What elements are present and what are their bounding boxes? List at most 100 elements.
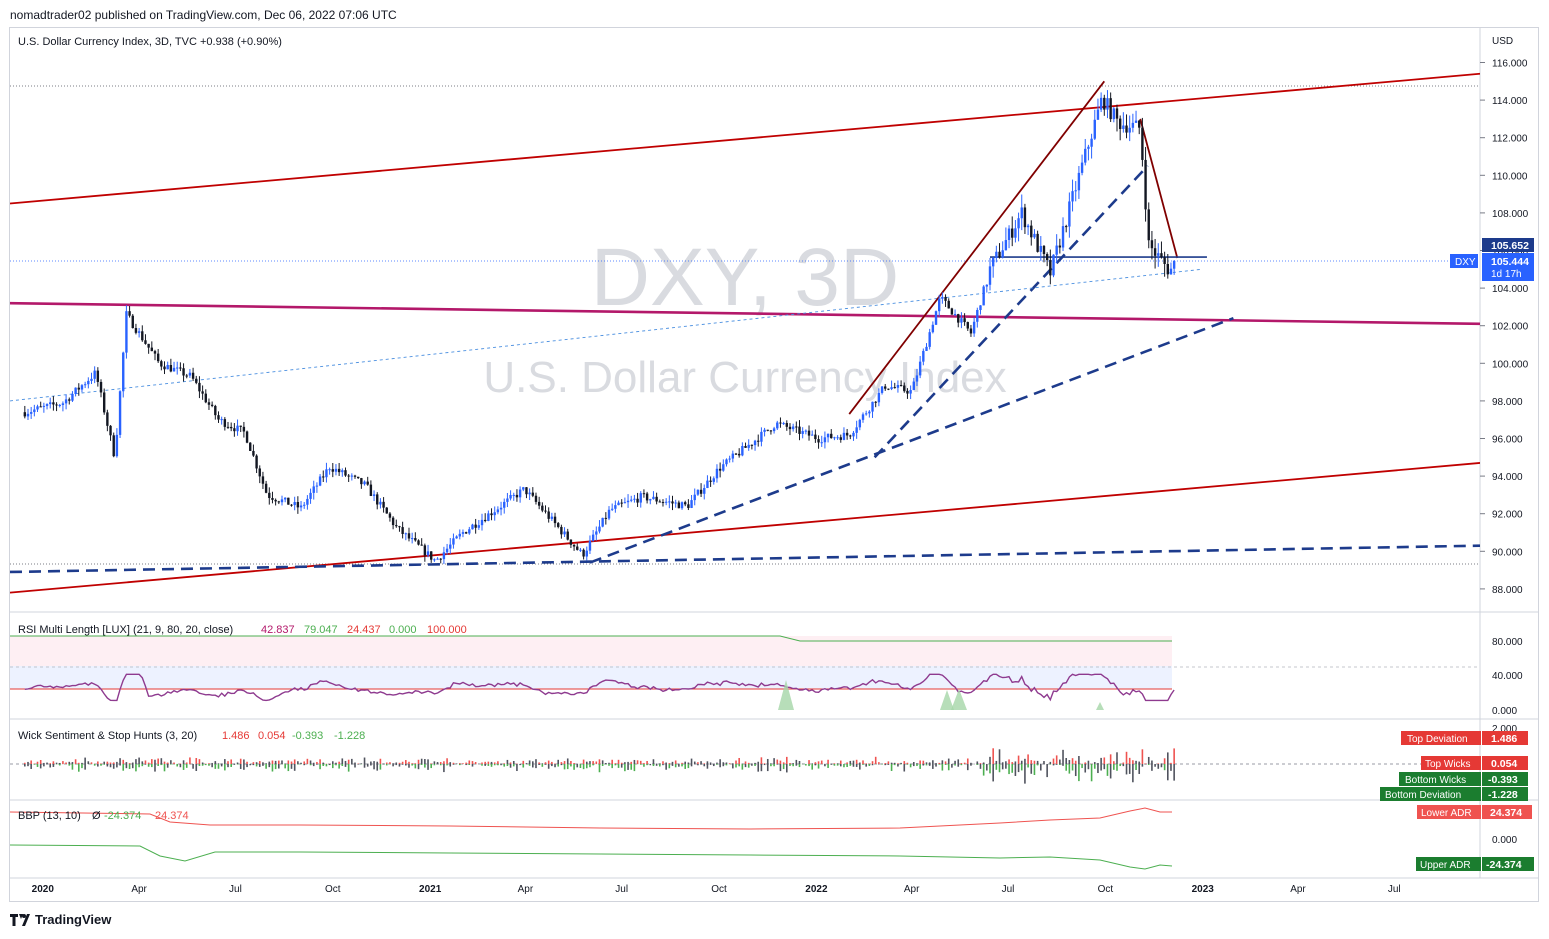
rsi-legend-title[interactable]: RSI Multi Length [LUX] (21, 9, 80, 20, c… [18, 624, 233, 636]
time-tick-label: 2022 [805, 884, 828, 895]
candle-down [830, 433, 833, 439]
wick-pane[interactable]: Wick Sentiment & Stop Hunts (3, 20) 1.48… [10, 724, 1528, 801]
rsi-spike-1 [778, 680, 794, 710]
candle-down [1153, 248, 1157, 256]
candle-up [680, 502, 684, 509]
candle-up [137, 331, 141, 333]
candle-up [363, 481, 366, 485]
candle-down [163, 366, 166, 370]
candle-up [166, 364, 169, 370]
candle-down [217, 415, 220, 420]
price-tick-label: 98.000 [1492, 397, 1523, 408]
candle-down [817, 439, 820, 443]
candle-down [290, 504, 293, 506]
top-deviation-badge [1401, 731, 1481, 745]
candle-down [1160, 253, 1163, 258]
candle-down [950, 308, 954, 315]
candle-up [652, 496, 655, 500]
trend-drawings[interactable] [10, 72, 1480, 594]
candle-up [811, 434, 814, 436]
bottom-deviation-badge [1380, 787, 1481, 801]
candle-up [890, 387, 893, 390]
candle-up [496, 509, 500, 513]
rsi-pane[interactable]: RSI Multi Length [LUX] (21, 9, 80, 20, c… [10, 624, 1523, 717]
candle-up [188, 372, 192, 376]
candle-down [268, 492, 271, 499]
candle-down [417, 540, 420, 545]
candle-up [1077, 172, 1081, 191]
candle-up [595, 531, 598, 535]
rsi-tick-80: 80.000 [1492, 637, 1523, 648]
candle-up [823, 437, 827, 443]
candle-down [474, 524, 477, 528]
candle-up [426, 551, 430, 556]
candle-up [471, 524, 474, 530]
candles-series[interactable] [23, 90, 1176, 565]
currency-label: USD [1492, 36, 1513, 47]
candle-down [655, 496, 658, 502]
candle-down [779, 422, 782, 424]
candle-up [49, 402, 52, 405]
candle-down [483, 519, 487, 521]
rsi-spike-4 [1096, 702, 1104, 710]
candle-up [664, 501, 668, 503]
candle-up [601, 517, 604, 527]
time-tick-label: Oct [1098, 884, 1114, 895]
candle-down [557, 523, 560, 527]
candle-up [747, 444, 750, 448]
candle-down [677, 502, 681, 509]
top-wicks-value: 0.054 [1491, 758, 1517, 770]
candle-up [763, 429, 766, 432]
price-axis[interactable]: 116.000114.000112.000110.000108.000106.0… [1480, 59, 1529, 596]
candle-down [261, 476, 265, 484]
candle-up [610, 508, 614, 510]
candle-down [1036, 233, 1039, 252]
candle-up [1014, 228, 1017, 238]
candle-up [93, 370, 96, 379]
candle-up [725, 459, 728, 465]
candle-down [430, 551, 433, 560]
bbp-pane[interactable]: BBP (13, 10) Ø -24.374 24.374 0.000 Lowe… [9, 805, 1534, 871]
bbp-legend-title[interactable]: BBP (13, 10) [18, 810, 81, 822]
wick-legend-title[interactable]: Wick Sentiment & Stop Hunts (3, 20) [18, 730, 197, 742]
candle-down [356, 476, 360, 479]
time-tick-label: Jul [229, 884, 242, 895]
candle-down [845, 432, 849, 436]
candle-down [887, 388, 890, 390]
candle-down [1058, 245, 1062, 248]
chart-svg[interactable]: DXY, 3D U.S. Dollar Currency Index U.S. … [0, 0, 1549, 905]
time-tick-label: Jul [615, 884, 628, 895]
candle-down [1109, 98, 1112, 120]
candle-up [455, 536, 458, 539]
price-tick-label: 110.000 [1492, 171, 1528, 182]
bottom-wicks-label: Bottom Wicks [1405, 775, 1466, 786]
candle-up [912, 381, 916, 391]
red-lower-channel [10, 462, 1480, 594]
rsi-line [24, 673, 1175, 702]
candle-down [661, 502, 665, 504]
top-wicks-label: Top Wicks [1425, 759, 1471, 770]
time-tick-label: Jul [1002, 884, 1015, 895]
candle-up [334, 468, 338, 472]
footer-brand[interactable]: TradingView [10, 912, 111, 927]
candle-up [1004, 240, 1008, 251]
candle-up [953, 314, 957, 316]
upper-adr-label: Upper ADR [1420, 860, 1471, 871]
candle-up [283, 497, 287, 500]
candle-down [798, 426, 801, 434]
candle-down [671, 501, 674, 504]
time-axis[interactable]: 2020 Apr Jul Oct 2021 Apr Jul Oct 2022 Apr Jul Oct 2… [32, 884, 1401, 895]
watermark-symbol: DXY, 3D [591, 232, 899, 323]
main-legend[interactable]: U.S. Dollar Currency Index, 3D, TVC +0.9… [18, 36, 282, 48]
candle-down [785, 423, 789, 427]
time-tick-label: Oct [711, 884, 727, 895]
time-tick-label: Oct [325, 884, 341, 895]
red-upper-channel [10, 72, 1480, 205]
candle-down [195, 378, 198, 383]
candle-down [604, 517, 608, 519]
candle-up [668, 501, 671, 503]
candle-up [1090, 138, 1093, 147]
candle-down [849, 435, 852, 437]
candle-up [90, 378, 93, 381]
chart-frame [9, 27, 1539, 902]
